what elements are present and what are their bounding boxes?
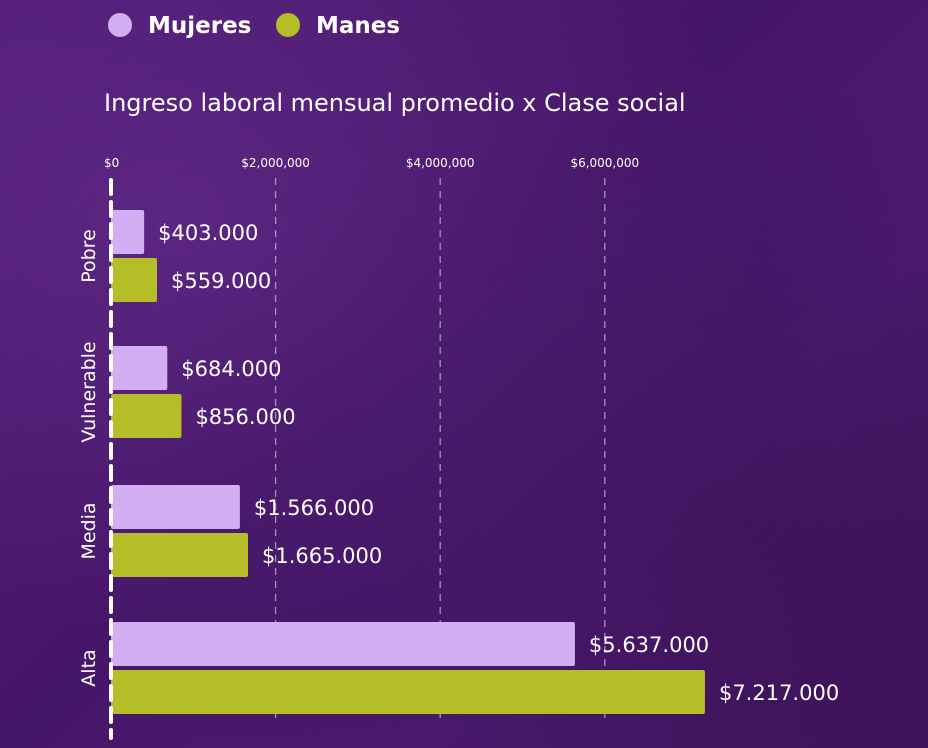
x-tick-label: $4,000,000 [406,156,475,170]
bar-vulnerable-mujeres [111,346,168,390]
legend-swatch-manes [276,13,300,37]
category-label-alta: Alta [78,649,100,686]
bar-media-mujeres [111,485,240,529]
category-label-pobre: Pobre [78,229,100,283]
bar-media-manes [111,533,249,577]
chart-title: Ingreso laboral mensual promedio x Clase… [104,89,686,117]
x-tick-label: $2,000,000 [241,156,310,170]
bar-alta-manes [111,670,705,714]
bar-alta-mujeres [111,622,575,666]
data-label: $856.000 [195,405,295,429]
legend-label-manes: Manes [316,13,400,39]
bar-pobre-manes [111,258,158,302]
x-tick-label: $6,000,000 [570,156,639,170]
data-label: $559.000 [171,269,271,293]
bar-vulnerable-manes [111,394,182,438]
data-label: $7.217.000 [719,681,839,705]
data-label: $1.566.000 [254,496,374,520]
category-label-vulnerable: Vulnerable [78,341,100,442]
bar-pobre-mujeres [111,210,145,254]
legend-label-mujeres: Mujeres [148,13,251,39]
data-label: $1.665.000 [262,544,382,568]
data-label: $5.637.000 [589,633,709,657]
data-label: $684.000 [181,357,281,381]
category-label-media: Media [78,502,100,559]
x-tick-label: $0 [104,156,119,170]
legend-swatch-mujeres [108,13,132,37]
data-label: $403.000 [158,221,258,245]
